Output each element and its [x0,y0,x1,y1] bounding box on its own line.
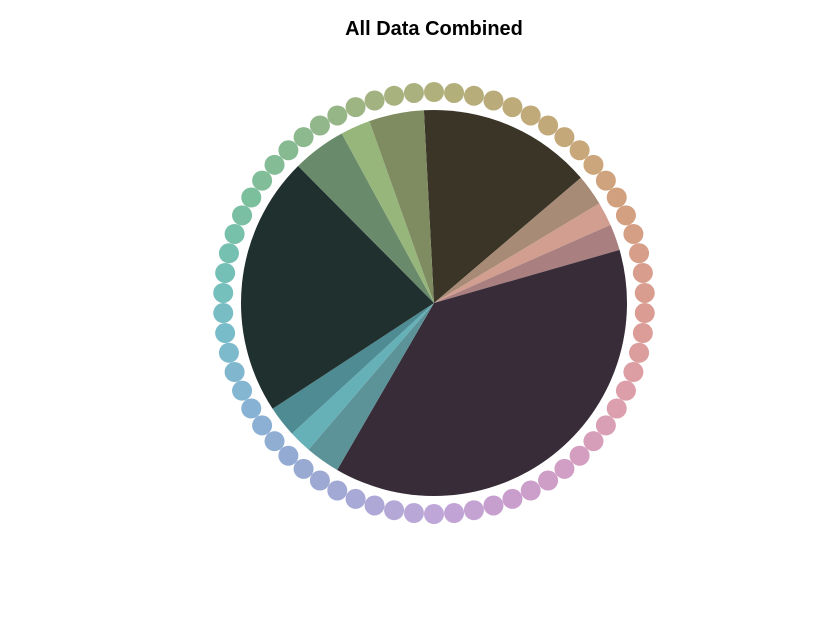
ring-dot [444,503,465,524]
ring-dot [424,504,444,524]
ring-dot [264,154,285,175]
ring-dot [224,362,245,383]
ring-dot [327,480,348,501]
pie-slice [341,121,434,303]
ring-dot [232,205,253,226]
ring-dot [213,282,234,303]
pie-slice [308,303,434,470]
ring-dot [554,458,575,479]
ring-dot [252,415,273,436]
ring-dot [345,488,366,509]
ring-dot [634,282,655,303]
ring-dot [606,398,627,419]
ring-dot [595,415,616,436]
ring-dot [615,205,636,226]
ring-dot [623,362,644,383]
pie-slice [434,203,611,303]
ring-dot [538,115,559,136]
ring-dot [595,170,616,191]
ring-dot [403,503,424,524]
ring-dot [569,445,590,466]
ring-dot [278,140,299,161]
ring-dot [615,380,636,401]
pie-slice [423,109,581,303]
ring-dot [364,90,385,111]
pie-slice [291,303,434,450]
ring-dot [538,470,559,491]
ring-dot [554,127,575,148]
ring-dot [241,187,262,208]
ring-dot [241,398,262,419]
ring-dot [606,187,627,208]
ring-dot [632,323,653,344]
pie-slice [272,303,434,434]
pie-slice [434,224,620,303]
ring-dot [403,82,424,103]
ring-dot [463,85,484,106]
ring-dot [264,431,285,452]
pie-slice [434,177,600,303]
ring-dot [463,500,484,521]
pie-slice [337,249,627,496]
ring-dot [215,262,236,283]
decorative-dot-ring [213,82,655,524]
ring-dot [364,495,385,516]
ring-dot [309,115,330,136]
ring-dot [293,458,314,479]
pie-slices [241,109,627,496]
ring-dot [583,154,604,175]
ring-dot [623,223,644,244]
ring-dot [293,127,314,148]
ring-dot [520,105,541,126]
ring-dot [309,470,330,491]
ring-dot [569,140,590,161]
ring-dot [424,82,444,102]
pie-slice [241,165,434,409]
ring-dot [632,262,653,283]
ring-dot [215,323,236,344]
ring-dot [384,500,405,521]
ring-dot [345,97,366,118]
ring-dot [218,243,239,264]
ring-dot [278,445,299,466]
ring-dot [629,342,650,363]
pie-slice [369,110,434,303]
ring-dot [520,480,541,501]
ring-dot [327,105,348,126]
ring-dot [483,495,504,516]
ring-dot [213,303,234,324]
ring-dot [252,170,273,191]
ring-dot [629,243,650,264]
chart-title: All Data Combined [345,18,523,40]
ring-dot [232,380,253,401]
ring-dot [444,82,465,103]
ring-dot [583,431,604,452]
ring-dot [502,488,523,509]
pie-slice [298,133,434,303]
ring-dot [502,97,523,118]
ring-dot [483,90,504,111]
ring-dot [224,223,245,244]
ring-dot [384,85,405,106]
ring-dot [218,342,239,363]
ring-dot [634,303,655,324]
